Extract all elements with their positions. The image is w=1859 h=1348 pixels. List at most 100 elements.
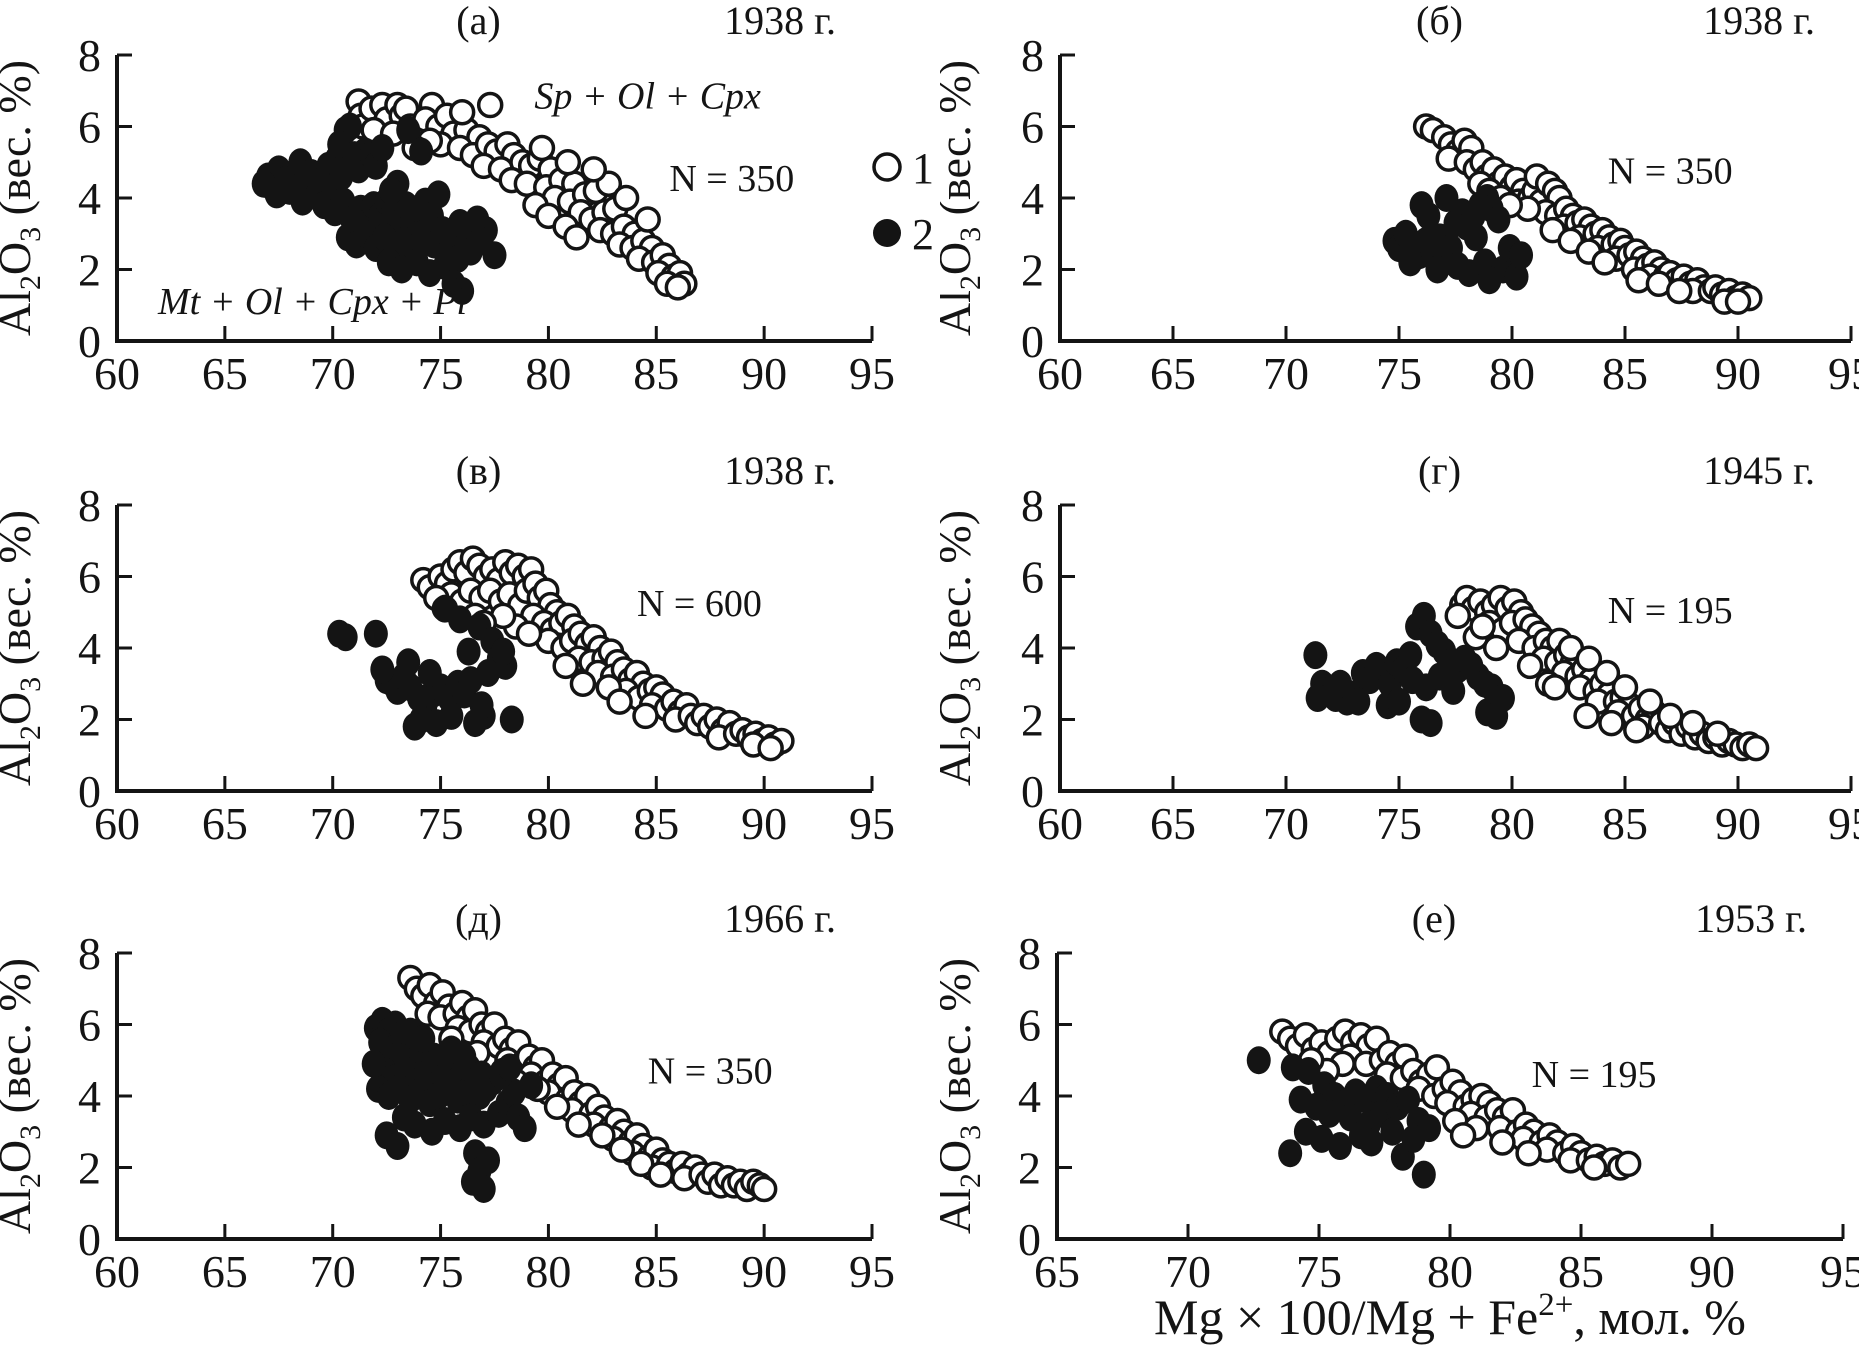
scatter-panel-b: 60 65 70 75 80 85 90 95 0 2 4 6 8 Al2O3 (вес. %) (б) 19… [940, 0, 1859, 399]
svg-text:80: 80 [525, 348, 571, 399]
x-axis-ticks [223, 1224, 874, 1239]
x-axis-ticks [223, 326, 874, 341]
svg-text:8: 8 [78, 30, 101, 81]
series-1-open-points [1269, 1018, 1642, 1181]
x-axis-tick-labels: 60 65 70 75 80 85 90 95 [94, 798, 895, 849]
svg-text:4: 4 [78, 623, 101, 674]
svg-text:70: 70 [1165, 1246, 1211, 1297]
year-label: 1945 г. [1703, 450, 1815, 493]
svg-text:65: 65 [1034, 1246, 1080, 1297]
panel-title: (в) [456, 450, 502, 493]
x-axis-label: Mg × 100/Mg + Fe2+, мол. % [1154, 1287, 1746, 1345]
svg-text:90: 90 [1715, 798, 1761, 849]
sample-count-label: N = 350 [648, 1050, 773, 1092]
svg-text:4: 4 [78, 1071, 101, 1122]
svg-text:80: 80 [1489, 348, 1535, 399]
svg-text:85: 85 [1602, 798, 1648, 849]
svg-text:90: 90 [741, 798, 787, 849]
axes: 60 65 70 75 80 85 90 95 0 2 4 6 8 [1021, 30, 1859, 399]
year-label: 1938 г. [724, 0, 836, 43]
svg-text:Al2O3 (вес. %): Al2O3 (вес. %) [940, 510, 987, 786]
svg-text:2: 2 [78, 1143, 101, 1194]
series-2-filled-points [361, 1006, 544, 1203]
y-axis-ticks [1060, 503, 1075, 721]
svg-text:4: 4 [1021, 173, 1044, 224]
axes: 60 65 70 75 80 85 90 95 0 2 4 6 8 [78, 30, 895, 399]
svg-text:80: 80 [525, 798, 571, 849]
svg-text:Mg × 100/Mg + Fe2+, мол. %: Mg × 100/Mg + Fe2+, мол. % [1154, 1287, 1746, 1345]
year-label: 1966 г. [724, 898, 836, 941]
y-axis-label: Al2O3 (вес. %) [0, 60, 47, 336]
svg-text:70: 70 [310, 1246, 356, 1297]
scatter-panel-a: 60 65 70 75 80 85 90 95 0 2 4 6 8 Al2O3 (вес. %) (a) 19… [0, 0, 934, 399]
svg-text:4: 4 [78, 173, 101, 224]
y-axis-tick-labels: 0 2 4 6 8 [1018, 928, 1041, 1265]
svg-text:8: 8 [78, 928, 101, 979]
svg-text:6: 6 [1021, 102, 1044, 153]
svg-text:85: 85 [633, 348, 679, 399]
svg-text:60: 60 [1037, 348, 1083, 399]
svg-text:65: 65 [202, 348, 248, 399]
y-axis-label: Al2O3 (вес. %) [0, 510, 47, 786]
svg-text:75: 75 [418, 798, 464, 849]
svg-text:80: 80 [525, 1246, 571, 1297]
x-axis-ticks [1186, 1224, 1845, 1239]
panel-title: (a) [456, 0, 500, 43]
axes: 65 70 75 80 85 90 95 0 2 4 6 8 [1018, 928, 1859, 1297]
sample-count-label: N = 195 [1532, 1054, 1657, 1096]
svg-text:65: 65 [202, 1246, 248, 1297]
svg-text:4: 4 [1021, 623, 1044, 674]
axes: 60 65 70 75 80 85 90 95 0 2 4 6 8 [78, 928, 895, 1297]
year-label: 1938 г. [1703, 0, 1815, 43]
svg-text:0: 0 [78, 766, 101, 817]
scatter-panel-d: 60 65 70 75 80 85 90 95 0 2 4 6 8 Al2O3 (вес. %) (д) 19… [0, 898, 895, 1297]
scatter-panel-v: 60 65 70 75 80 85 90 95 0 2 4 6 8 Al2O3 (вес. %) (в) 19… [0, 450, 895, 849]
x-axis-ticks [1171, 776, 1853, 791]
svg-text:Al2O3 (вес. %): Al2O3 (вес. %) [0, 510, 47, 786]
svg-text:0: 0 [78, 1214, 101, 1265]
svg-text:8: 8 [1021, 480, 1044, 531]
svg-text:75: 75 [1376, 348, 1422, 399]
svg-text:75: 75 [418, 348, 464, 399]
svg-text:95: 95 [1828, 348, 1859, 399]
svg-text:60: 60 [94, 798, 140, 849]
y-axis-ticks [117, 53, 132, 271]
svg-text:95: 95 [849, 348, 895, 399]
svg-text:90: 90 [741, 348, 787, 399]
series-2-filled-points [251, 112, 507, 305]
svg-text:6: 6 [1018, 1000, 1041, 1051]
panel-header: (a) 1938 г. [456, 0, 836, 43]
svg-text:85: 85 [633, 1246, 679, 1297]
svg-text:70: 70 [310, 348, 356, 399]
svg-text:70: 70 [310, 798, 356, 849]
svg-text:90: 90 [1689, 1246, 1735, 1297]
panel-title: (е) [1412, 898, 1456, 941]
svg-text:65: 65 [1150, 798, 1196, 849]
legend-label-1: 1 [912, 144, 934, 193]
y-axis-tick-labels: 0 2 4 6 8 [1021, 480, 1044, 817]
x-axis-ticks [223, 776, 874, 791]
svg-text:75: 75 [1376, 798, 1422, 849]
y-axis-tick-labels: 0 2 4 6 8 [1021, 30, 1044, 367]
svg-text:2: 2 [78, 695, 101, 746]
svg-text:Al2O3 (вес. %): Al2O3 (вес. %) [940, 958, 987, 1234]
svg-text:4: 4 [1018, 1071, 1041, 1122]
y-axis-ticks [1060, 53, 1075, 271]
series-1-open-points [1412, 113, 1763, 315]
svg-text:2: 2 [78, 245, 101, 296]
svg-text:60: 60 [94, 348, 140, 399]
svg-text:2: 2 [1021, 245, 1044, 296]
svg-text:95: 95 [1828, 798, 1859, 849]
svg-text:85: 85 [1602, 348, 1648, 399]
svg-text:65: 65 [1150, 348, 1196, 399]
series-2-filled-points [1382, 184, 1534, 295]
y-axis-ticks [117, 951, 132, 1169]
annotation-1: Mt + Ol + Cpx + Pl [157, 281, 467, 323]
svg-text:0: 0 [1018, 1214, 1041, 1265]
y-axis-tick-labels: 0 2 4 6 8 [78, 928, 101, 1265]
svg-text:2: 2 [1021, 695, 1044, 746]
series-1-open-points [345, 88, 698, 301]
scatter-panel-e: 65 70 75 80 85 90 95 0 2 4 6 8 Al2O3 (вес. %) (е) 1953… [940, 898, 1859, 1345]
series-2-filled-points [1303, 601, 1515, 738]
